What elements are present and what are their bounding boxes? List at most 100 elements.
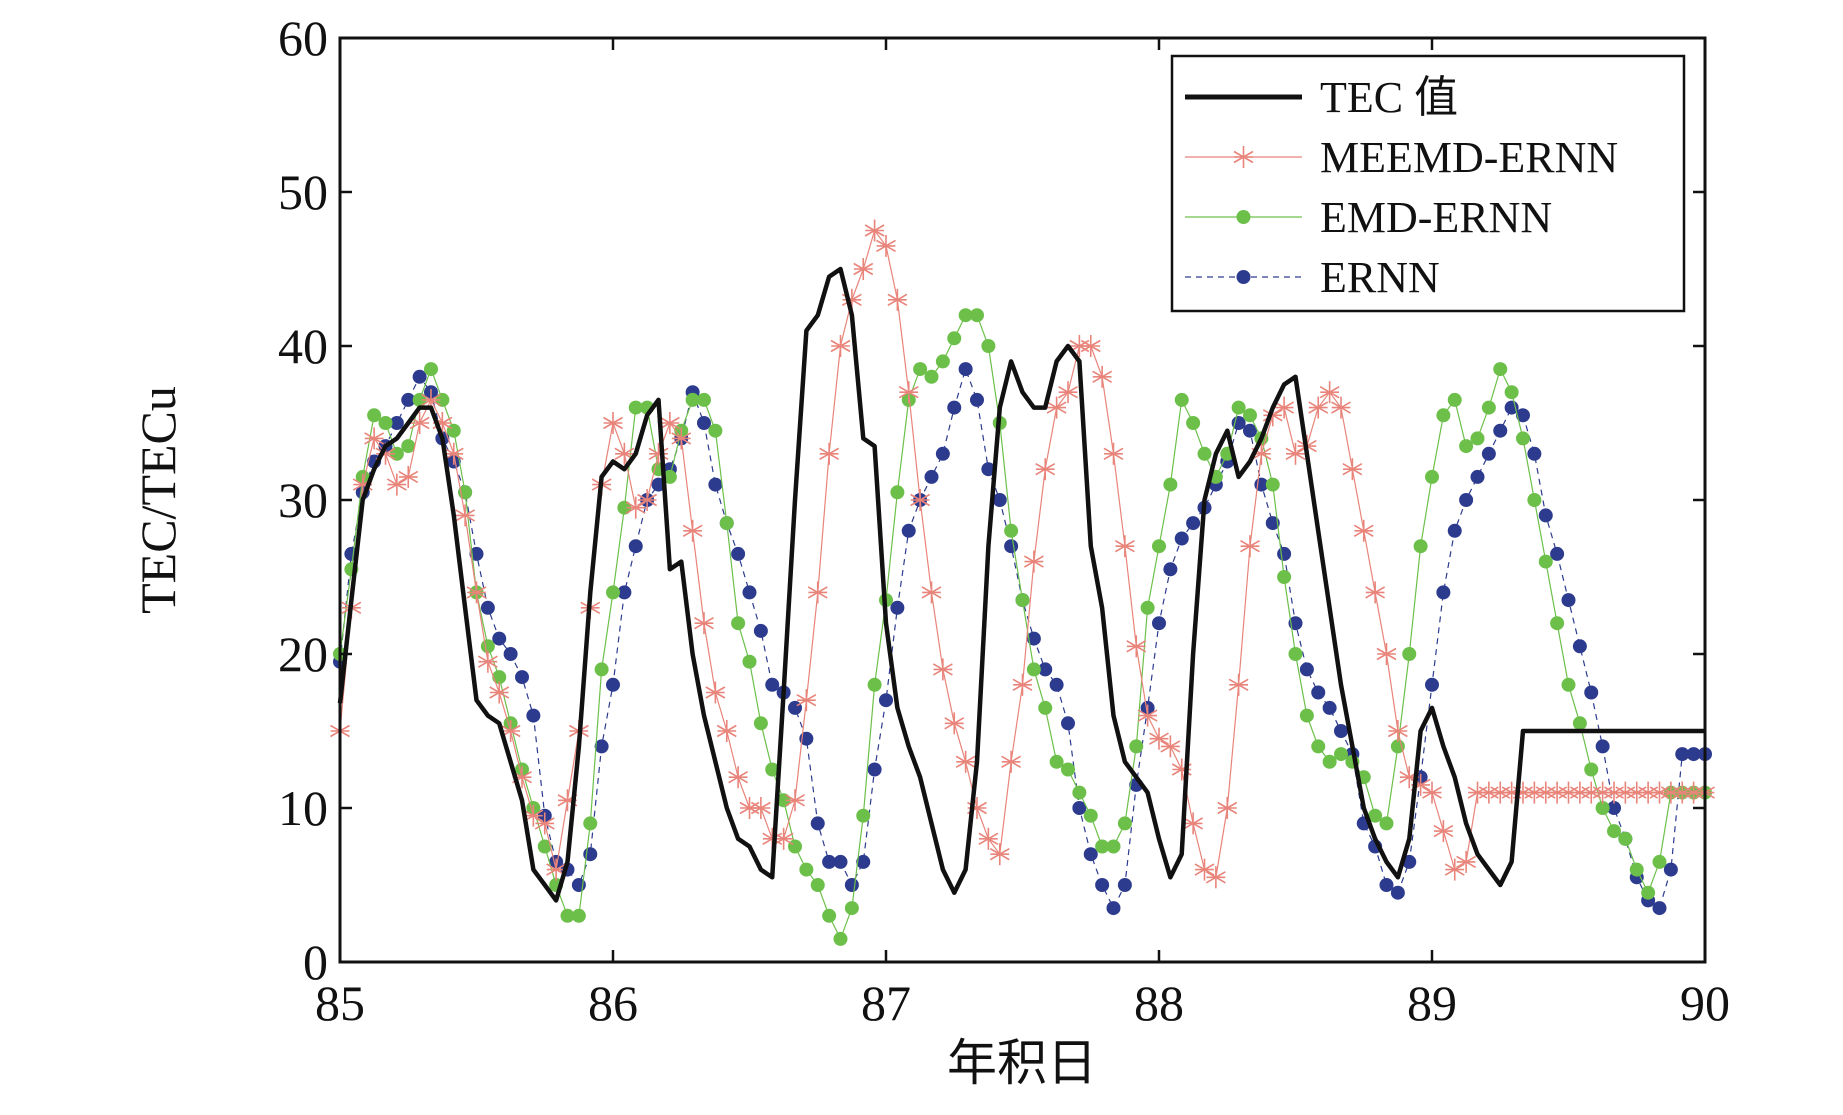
data-point bbox=[594, 739, 609, 754]
data-point bbox=[1038, 662, 1053, 677]
data-point bbox=[1194, 858, 1215, 881]
data-point bbox=[958, 362, 973, 377]
data-point bbox=[1322, 700, 1337, 715]
data-point bbox=[1242, 423, 1257, 438]
data-point bbox=[1106, 839, 1121, 854]
x-tick-label: 87 bbox=[861, 975, 911, 1031]
data-point bbox=[753, 623, 768, 638]
data-point bbox=[526, 708, 541, 723]
data-point bbox=[1425, 469, 1439, 484]
data-point bbox=[1663, 862, 1678, 877]
data-point bbox=[1277, 570, 1292, 584]
data-point bbox=[1186, 416, 1201, 430]
legend-label: EMD-ERNN bbox=[1320, 193, 1552, 242]
data-point bbox=[1046, 396, 1067, 419]
data-point bbox=[477, 650, 498, 673]
data-point bbox=[1550, 616, 1565, 631]
legend-entry: TEC 值 bbox=[1185, 73, 1458, 122]
series-meemd-ernn bbox=[330, 219, 1715, 889]
series-ernn bbox=[333, 362, 1712, 916]
data-point bbox=[423, 362, 438, 377]
data-point bbox=[830, 335, 851, 357]
legend-marker bbox=[1233, 146, 1254, 168]
data-point bbox=[659, 412, 680, 434]
data-point bbox=[1265, 477, 1280, 492]
data-point bbox=[856, 808, 871, 823]
data-point bbox=[1072, 785, 1087, 800]
data-point bbox=[1049, 754, 1064, 769]
data-point bbox=[480, 600, 495, 615]
data-point bbox=[1061, 762, 1076, 777]
data-point bbox=[1080, 335, 1101, 357]
data-point bbox=[716, 720, 737, 742]
data-point bbox=[807, 581, 828, 604]
data-point bbox=[1288, 647, 1303, 661]
data-point bbox=[753, 716, 768, 731]
data-point bbox=[1183, 812, 1204, 835]
data-point bbox=[1572, 639, 1587, 654]
data-point bbox=[776, 793, 791, 808]
data-point bbox=[1117, 878, 1132, 892]
data-point bbox=[1334, 724, 1349, 738]
data-point bbox=[1095, 878, 1110, 892]
data-point bbox=[1607, 824, 1622, 839]
data-point bbox=[1433, 820, 1454, 843]
data-point bbox=[1299, 708, 1314, 723]
data-point bbox=[435, 392, 450, 407]
data-point bbox=[1629, 862, 1644, 877]
data-point bbox=[742, 585, 757, 600]
data-point bbox=[1652, 854, 1667, 869]
data-point bbox=[947, 331, 962, 346]
data-point bbox=[1584, 685, 1599, 700]
data-point bbox=[785, 789, 805, 812]
legend-entries: TEC 值 MEEMD-ERNN EMD-ERNN ERNN bbox=[1185, 73, 1618, 302]
data-point bbox=[856, 854, 871, 869]
data-point bbox=[773, 827, 794, 850]
data-point bbox=[534, 812, 555, 835]
data-point bbox=[742, 654, 757, 669]
data-point bbox=[1481, 446, 1496, 461]
data-point bbox=[1242, 408, 1257, 423]
data-point bbox=[935, 354, 950, 369]
data-point bbox=[1641, 885, 1656, 900]
data-point bbox=[788, 700, 803, 715]
data-point bbox=[708, 477, 723, 492]
data-point bbox=[1470, 431, 1485, 446]
data-point bbox=[1561, 677, 1576, 692]
data-point bbox=[1149, 727, 1169, 750]
data-point bbox=[1402, 647, 1417, 661]
data-point bbox=[1103, 442, 1124, 465]
data-point bbox=[412, 369, 427, 384]
data-point bbox=[1265, 516, 1280, 531]
data-point bbox=[924, 469, 939, 484]
data-point bbox=[389, 446, 404, 461]
data-point bbox=[944, 712, 965, 735]
data-point bbox=[398, 465, 419, 488]
data-point bbox=[910, 489, 931, 511]
data-point bbox=[617, 585, 632, 600]
data-point bbox=[466, 581, 487, 604]
data-point bbox=[1550, 546, 1565, 561]
data-point bbox=[625, 496, 646, 519]
data-point bbox=[696, 416, 711, 430]
data-point bbox=[1456, 850, 1477, 873]
data-point bbox=[648, 442, 669, 465]
data-point bbox=[515, 670, 530, 685]
data-point bbox=[492, 631, 507, 646]
data-point bbox=[969, 308, 984, 323]
data-point bbox=[1493, 423, 1508, 438]
data-point bbox=[1368, 808, 1383, 823]
data-point bbox=[537, 839, 552, 854]
data-point bbox=[367, 408, 382, 423]
data-point bbox=[1595, 801, 1610, 815]
data-point bbox=[1035, 458, 1056, 481]
data-point bbox=[1459, 439, 1474, 454]
data-point bbox=[1140, 600, 1155, 615]
data-point bbox=[1083, 847, 1098, 862]
data-point bbox=[1240, 535, 1260, 558]
data-point bbox=[810, 878, 825, 892]
data-point bbox=[1228, 673, 1249, 696]
data-point bbox=[867, 762, 882, 777]
data-point bbox=[708, 423, 723, 438]
